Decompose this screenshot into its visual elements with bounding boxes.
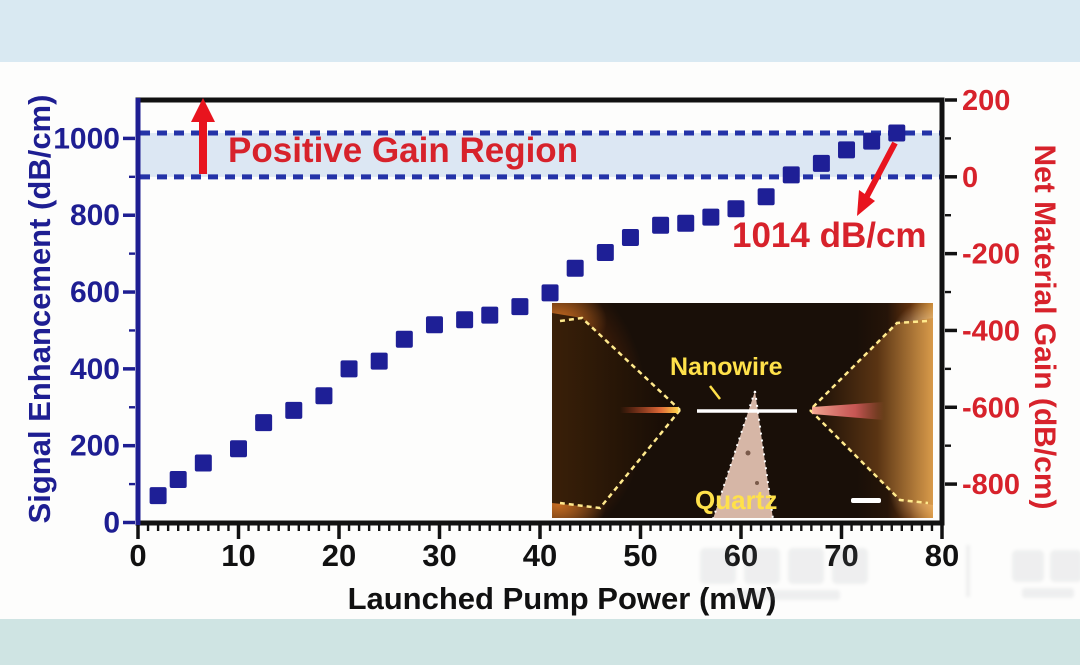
y-left-tick-label: 1000 <box>53 122 120 155</box>
inset-graphics <box>552 313 933 518</box>
max-gain-arrow <box>857 141 898 216</box>
x-axis-title: Launched Pump Power (mW) <box>347 581 777 616</box>
page-bottom-band <box>0 619 1080 665</box>
positive-gain-band <box>140 133 941 177</box>
data-point <box>511 298 529 316</box>
data-point <box>838 141 856 159</box>
y-right-tick-label: 200 <box>962 85 1010 117</box>
data-point <box>621 229 639 247</box>
data-point <box>888 124 906 142</box>
data-point <box>702 208 720 226</box>
y-left-tick-label: 400 <box>70 353 120 386</box>
right-taper-outline <box>809 319 928 411</box>
x-tick-label: 50 <box>623 538 657 573</box>
inset-micrograph: Nanowire Quartz <box>552 303 933 518</box>
x-tick-label: 60 <box>724 538 758 573</box>
data-point <box>863 132 881 150</box>
quartz-speckle <box>755 481 759 485</box>
quartz-tip <box>712 390 774 518</box>
y-left-tick-label: 600 <box>70 276 120 309</box>
x-tick-label: 10 <box>221 538 255 573</box>
data-point <box>481 306 499 324</box>
y-axis-title-left: Signal Enhancement (dB/cm) <box>22 94 57 524</box>
scale-bar <box>851 498 881 503</box>
data-point <box>285 401 303 419</box>
data-point <box>812 154 830 172</box>
x-tick-label: 80 <box>925 538 959 573</box>
data-point <box>169 470 187 488</box>
nanowire-pointer <box>709 385 721 400</box>
y-axis-title-right: Net Material Gain (dB/cm) <box>1028 144 1061 510</box>
y-left-tick-label: 0 <box>103 507 120 540</box>
nanowire-label: Nanowire <box>670 353 783 381</box>
data-point <box>194 454 212 472</box>
y-right-tick-label: 0 <box>962 162 978 194</box>
data-point <box>652 216 670 234</box>
left-beam <box>620 407 678 413</box>
data-point <box>425 316 443 334</box>
y-right-tick-label: -200 <box>962 239 1020 271</box>
x-tick-label: 0 <box>129 538 146 573</box>
y-left-tick-label: 200 <box>70 430 120 463</box>
data-point <box>757 188 775 206</box>
data-point <box>456 311 474 329</box>
positive-gain-arrow <box>191 98 215 174</box>
quartz-speckle <box>745 450 751 456</box>
right-taper-outline <box>809 409 929 505</box>
data-point <box>149 487 167 505</box>
data-point <box>541 284 559 302</box>
data-point <box>782 166 800 184</box>
x-tick-label: 30 <box>422 538 456 573</box>
data-point <box>596 243 614 261</box>
positive-gain-region-label: Positive Gain Region <box>228 131 579 170</box>
quartz-label: Quartz <box>695 485 778 515</box>
left-taper-outline <box>559 409 681 510</box>
data-point <box>340 360 358 378</box>
left-fiber-taper <box>552 313 680 508</box>
data-point <box>315 387 333 405</box>
data-point <box>230 440 247 458</box>
data-point <box>395 330 413 348</box>
y-left-tick-label: 800 <box>70 199 120 232</box>
x-tick-label: 70 <box>824 538 858 573</box>
y-right-tick-label: -400 <box>962 315 1020 347</box>
data-point <box>255 414 273 432</box>
left-taper-outline <box>559 316 681 411</box>
x-tick-label: 40 <box>523 538 557 573</box>
data-point <box>370 352 388 370</box>
page-top-band <box>0 0 1080 62</box>
right-beam <box>812 402 884 420</box>
x-tick-label: 20 <box>322 538 356 573</box>
y-right-tick-label: -600 <box>962 392 1020 424</box>
data-point <box>677 214 695 232</box>
y-right-tick-label: -800 <box>962 469 1020 501</box>
max-gain-label: 1014 dB/cm <box>732 216 927 255</box>
data-point <box>566 259 584 277</box>
data-point <box>727 200 745 218</box>
